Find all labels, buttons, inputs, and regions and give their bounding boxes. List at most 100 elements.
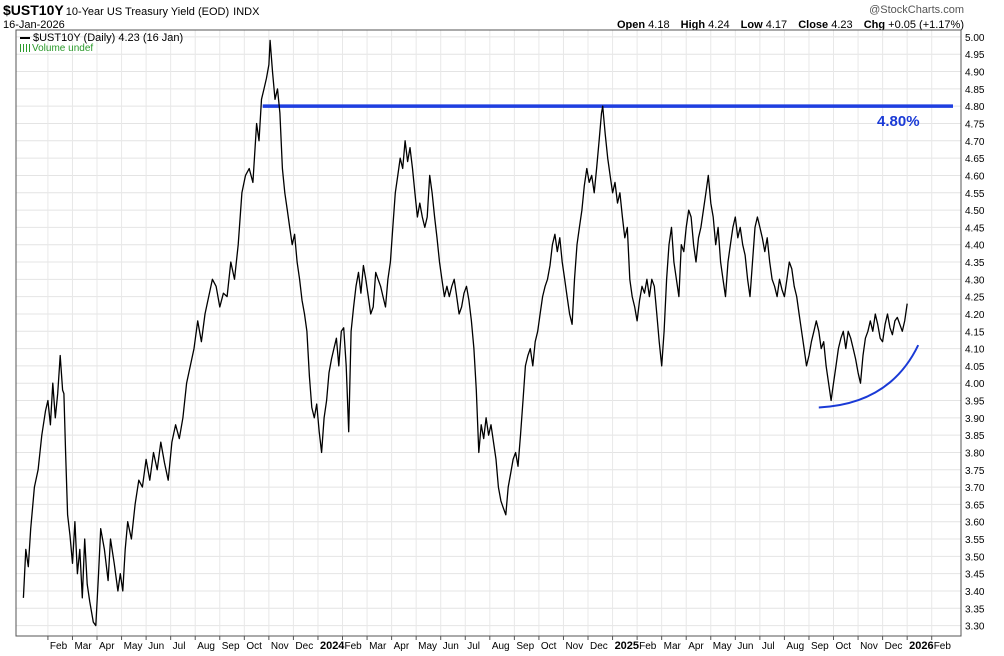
y-tick-label: 3.75 bbox=[965, 466, 985, 477]
x-tick-label: Aug bbox=[786, 641, 804, 652]
chart-symbol: $UST10Y 10-Year US Treasury Yield (EOD) IN… bbox=[3, 2, 259, 18]
y-tick-label: 3.90 bbox=[965, 414, 985, 425]
x-tick-label: Dec bbox=[295, 641, 313, 652]
y-tick-label: 4.30 bbox=[965, 275, 985, 286]
low-label: Low bbox=[740, 19, 763, 31]
x-tick-label: Oct bbox=[246, 641, 262, 652]
x-tick-label: Dec bbox=[590, 641, 608, 652]
open-label: Open bbox=[616, 19, 646, 31]
annotations bbox=[262, 104, 953, 409]
x-tick-label: Nov bbox=[860, 641, 878, 652]
y-tick-label: 3.40 bbox=[965, 587, 985, 598]
y-tick-label: 3.70 bbox=[965, 483, 985, 494]
x-tick-label: Feb bbox=[50, 641, 68, 652]
series-group bbox=[22, 39, 908, 627]
x-tick-label: Jun bbox=[443, 641, 459, 652]
series-swatch bbox=[20, 37, 30, 40]
y-tick-label: 4.20 bbox=[965, 310, 985, 321]
x-tick-label: May bbox=[418, 641, 437, 652]
ohlc-readout: Open 4.18 High 4.24 Low 4.17 Close 4.23 … bbox=[609, 19, 964, 31]
symbol-description: 10-Year US Treasury Yield (EOD) bbox=[65, 6, 230, 18]
x-tick-label: 2024 bbox=[320, 640, 345, 652]
y-tick-label: 4.05 bbox=[965, 362, 985, 373]
close-value: 4.23 bbox=[831, 19, 853, 31]
y-tick-label: 4.15 bbox=[965, 327, 985, 338]
x-tick-label: 2025 bbox=[615, 640, 639, 652]
volume-legend: Volume undef bbox=[20, 43, 93, 54]
symbol-text: $UST10Y bbox=[3, 2, 64, 18]
y-tick-label: 4.50 bbox=[965, 206, 985, 217]
x-tick-label: Dec bbox=[885, 641, 903, 652]
y-tick-label: 4.75 bbox=[965, 119, 985, 130]
x-tick-label: Sep bbox=[811, 641, 829, 652]
x-tick-label: Apr bbox=[688, 641, 704, 652]
x-tick-label: Oct bbox=[836, 641, 852, 652]
x-tick-label: Feb bbox=[639, 641, 657, 652]
y-tick-label: 3.55 bbox=[965, 535, 985, 546]
chart-grid bbox=[16, 30, 961, 636]
y-tick-label: 3.65 bbox=[965, 500, 985, 511]
y-tick-label: 4.65 bbox=[965, 154, 985, 165]
y-tick-label: 3.80 bbox=[965, 448, 985, 459]
low-value: 4.17 bbox=[765, 19, 788, 31]
x-tick-label: Mar bbox=[369, 641, 387, 652]
x-tick-label: Feb bbox=[345, 641, 363, 652]
y-tick-label: 3.35 bbox=[965, 604, 985, 615]
x-tick-label: Jul bbox=[762, 641, 775, 652]
y-tick-label: 4.55 bbox=[965, 189, 985, 200]
close-label: Close bbox=[798, 19, 829, 31]
x-tick-label: Apr bbox=[99, 641, 115, 652]
y-tick-label: 4.85 bbox=[965, 85, 985, 96]
y-tick-label: 3.60 bbox=[965, 518, 985, 529]
plot-frame bbox=[15, 29, 962, 637]
series-legend-label: $UST10Y (Daily) 4.23 (16 Jan) bbox=[33, 32, 184, 44]
y-tick-label: 3.30 bbox=[965, 622, 985, 633]
chart-date: 16-Jan-2026 bbox=[3, 19, 65, 31]
y-tick-label: 5.00 bbox=[965, 33, 985, 44]
y-tick-label: 4.70 bbox=[965, 137, 985, 148]
y-tick-label: 4.80 bbox=[965, 102, 985, 113]
open-value: 4.18 bbox=[648, 19, 670, 31]
x-tick-label: Jul bbox=[173, 641, 186, 652]
chg-label: Chg bbox=[863, 19, 886, 31]
x-tick-label: Mar bbox=[664, 641, 682, 652]
y-tick-label: 4.10 bbox=[965, 345, 985, 356]
x-tick-label: Aug bbox=[492, 641, 510, 652]
y-tick-label: 4.25 bbox=[965, 293, 985, 304]
x-tick-label: May bbox=[124, 641, 143, 652]
y-axis: 3.30 3.35 3.40 3.45 3.50 3.55 3.60 3.65 3.70 3.75… bbox=[965, 33, 985, 633]
x-tick-label: Mar bbox=[74, 641, 92, 652]
y-tick-label: 4.00 bbox=[965, 379, 985, 390]
y-tick-label: 3.85 bbox=[965, 431, 985, 442]
series-legend: $UST10Y (Daily) 4.23 (16 Jan) bbox=[20, 32, 183, 44]
x-tick-label: Jun bbox=[148, 641, 164, 652]
stockcharts-watermark: @StockCharts.com bbox=[869, 4, 964, 16]
x-tick-label: May bbox=[713, 641, 732, 652]
x-tick-label: Jul bbox=[467, 641, 480, 652]
y-tick-label: 4.95 bbox=[965, 50, 985, 61]
volume-legend-label: Volume undef bbox=[32, 43, 94, 54]
yield-series-line bbox=[22, 39, 908, 627]
y-tick-label: 4.35 bbox=[965, 258, 985, 269]
x-axis: Feb Mar Apr May Jun Jul Aug Sep Oct Nov Dec 2024 Feb… bbox=[47, 636, 952, 652]
high-label: High bbox=[680, 19, 706, 31]
x-tick-label: Feb bbox=[934, 641, 952, 652]
x-tick-label: Nov bbox=[271, 641, 289, 652]
y-tick-label: 3.50 bbox=[965, 552, 985, 563]
rounding-bottom-arc bbox=[818, 344, 920, 409]
x-tick-label: Aug bbox=[197, 641, 215, 652]
y-tick-label: 3.95 bbox=[965, 397, 985, 408]
high-value: 4.24 bbox=[708, 19, 730, 31]
y-tick-label: 3.45 bbox=[965, 570, 985, 581]
y-tick-label: 4.90 bbox=[965, 68, 985, 79]
chart-header: $UST10Y 10-Year US Treasury Yield (EOD) IN… bbox=[0, 0, 1004, 46]
resistance-label: 4.80% bbox=[877, 113, 920, 131]
y-tick-label: 4.40 bbox=[965, 241, 985, 252]
x-tick-label: Nov bbox=[565, 641, 583, 652]
x-tick-label: Jun bbox=[737, 641, 753, 652]
x-tick-label: Sep bbox=[222, 641, 240, 652]
x-tick-label: Apr bbox=[394, 641, 410, 652]
chg-value: +0.05 (+1.17%) bbox=[888, 19, 964, 31]
y-tick-label: 4.60 bbox=[965, 171, 985, 182]
